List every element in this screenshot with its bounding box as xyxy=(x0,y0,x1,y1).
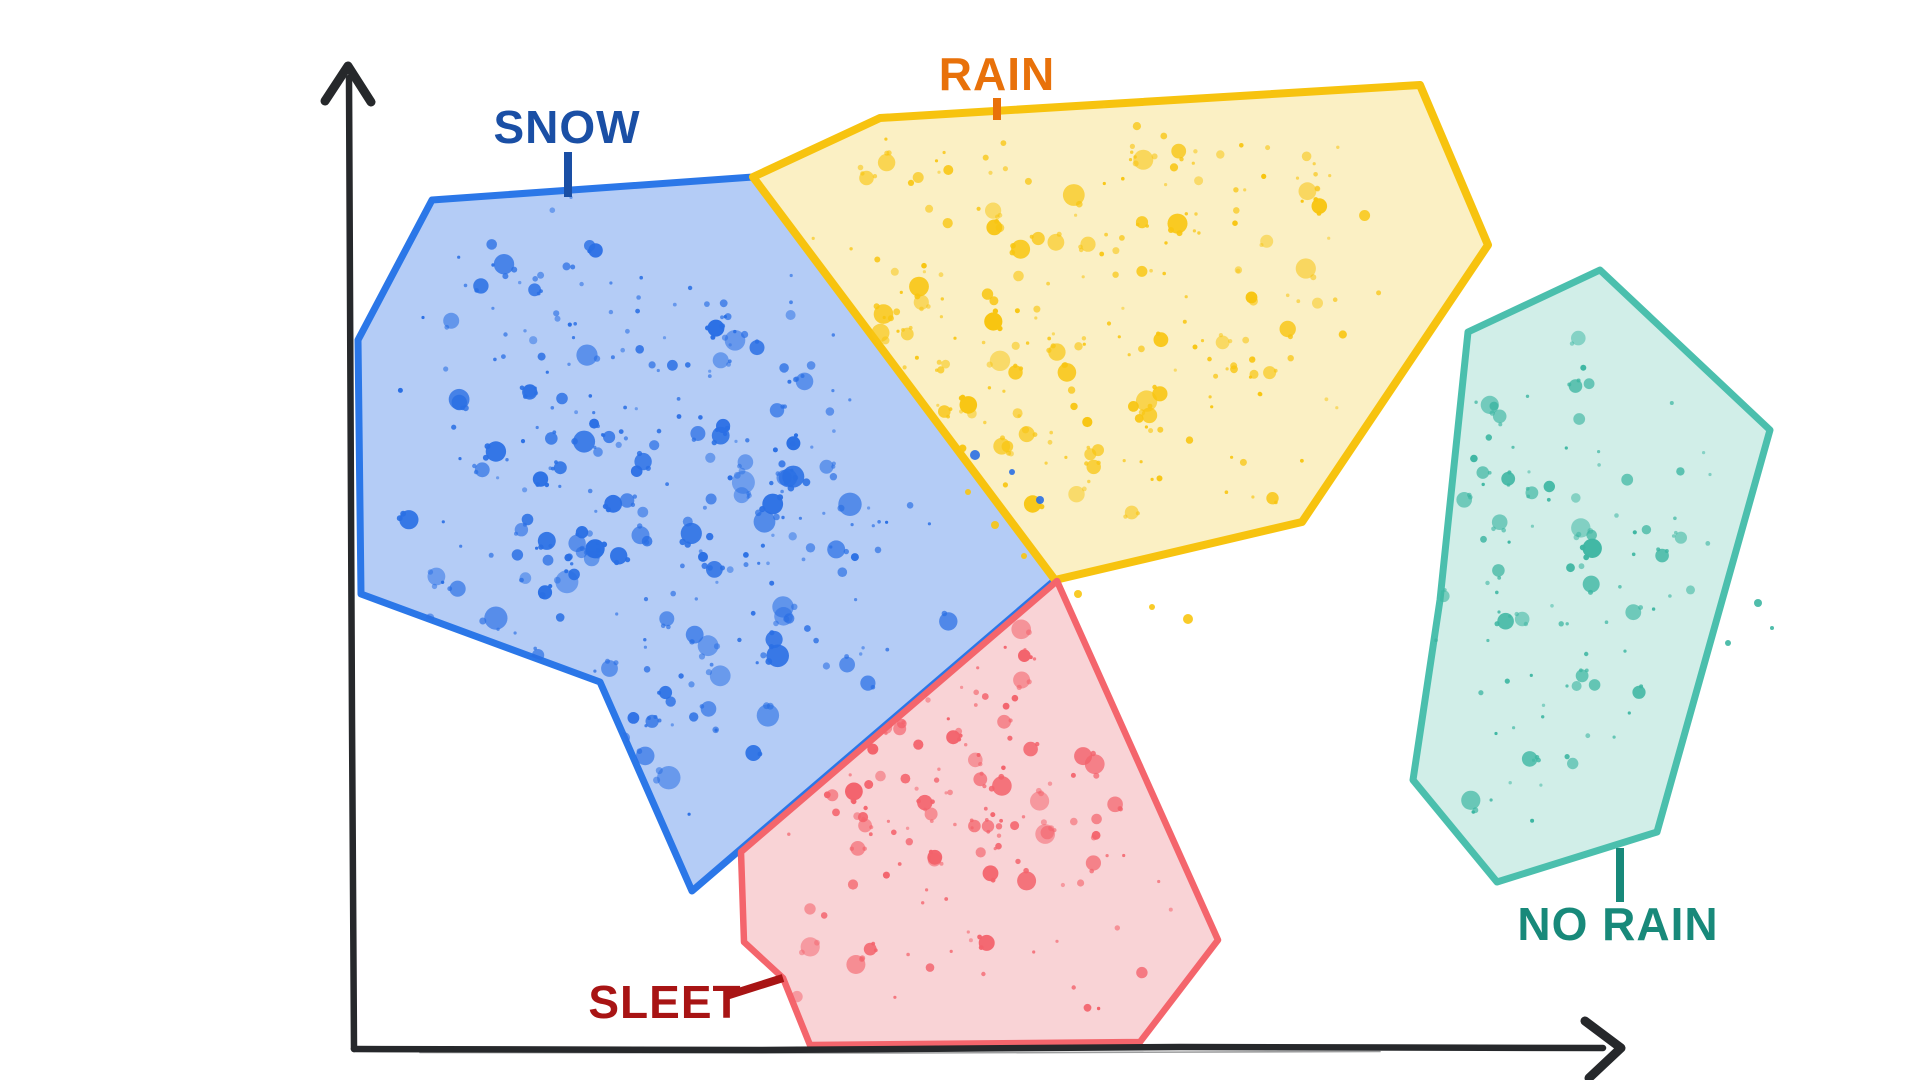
cluster-regions xyxy=(354,81,1774,1049)
stray-dot xyxy=(1149,604,1155,610)
stray-dot xyxy=(1009,469,1015,475)
cluster-norain xyxy=(1409,266,1774,886)
label-connector-sleet xyxy=(724,974,785,1000)
stray-dot xyxy=(1074,590,1082,598)
stray-dot xyxy=(1770,626,1774,630)
stray-dot xyxy=(965,489,971,495)
cluster-sleet xyxy=(737,577,1222,1049)
x-axis-line xyxy=(350,1043,1607,1054)
x-axis-sketch-texture xyxy=(419,1050,1381,1054)
stray-dot xyxy=(1183,614,1193,624)
stray-dot xyxy=(1021,553,1027,559)
y-axis-arrowhead-icon xyxy=(320,61,376,107)
stray-dot xyxy=(1754,599,1762,607)
y-axis-line xyxy=(345,74,358,1053)
stray-dot xyxy=(970,450,980,460)
cluster-label-rain: RAIN xyxy=(939,48,1055,100)
cluster-label-sleet: SLEET xyxy=(588,976,741,1028)
cluster-label-norain: NO RAIN xyxy=(1517,898,1718,950)
stray-dot xyxy=(991,521,999,529)
cluster-region-sleet xyxy=(737,577,1222,1049)
stray-dot xyxy=(1036,496,1044,504)
stray-dot xyxy=(1725,640,1731,646)
cluster-dots-norain xyxy=(1434,290,1712,823)
cluster-label-snow: SNOW xyxy=(493,101,640,153)
x-axis-arrowhead-icon xyxy=(1580,1016,1626,1080)
cluster-labels: SNOW RAIN SLEET NO RAIN xyxy=(493,48,1718,1028)
axes xyxy=(320,61,1626,1080)
stray-dots xyxy=(965,450,1774,646)
